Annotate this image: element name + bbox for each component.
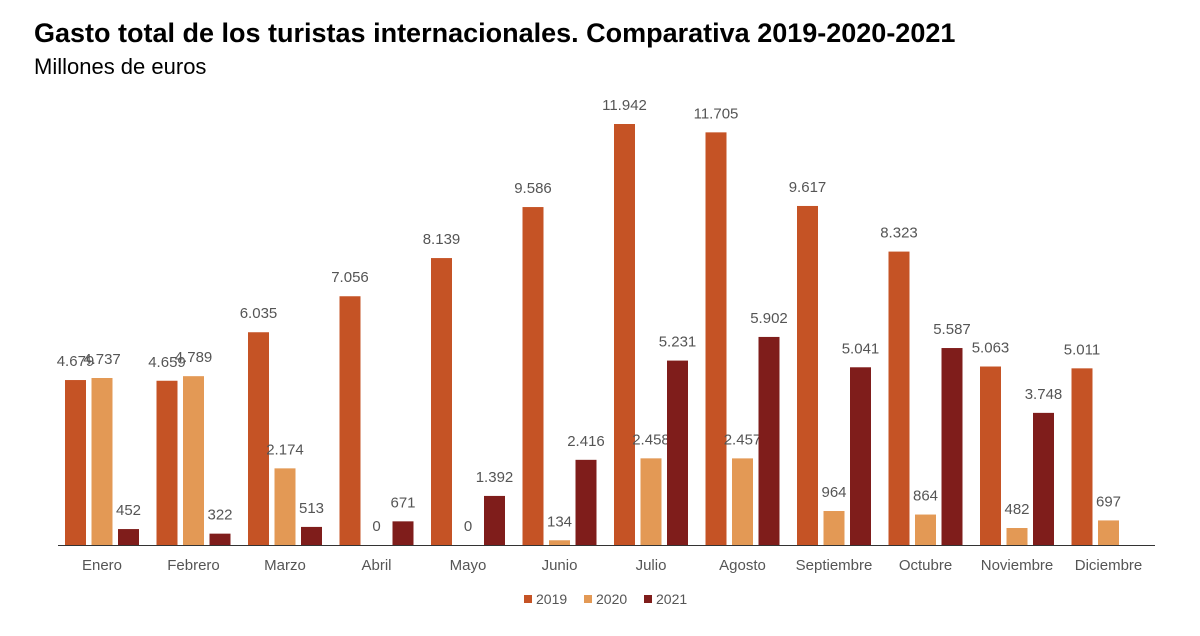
bar-2020-junio	[549, 540, 570, 545]
bar-2021-julio	[667, 360, 688, 545]
data-label: 964	[821, 484, 846, 501]
data-label: 697	[1096, 493, 1121, 510]
data-label: 3.748	[1025, 386, 1063, 403]
data-label: 322	[207, 507, 232, 524]
data-label: 2.174	[266, 441, 304, 458]
bar-2021-junio	[575, 459, 597, 545]
data-label: 5.231	[659, 334, 697, 351]
data-label: 452	[116, 502, 141, 519]
legend-label-2019: 2019	[536, 591, 567, 607]
data-label: 9.617	[789, 179, 827, 196]
bar-2020-febrero	[183, 376, 204, 545]
data-label: 5.063	[972, 340, 1010, 357]
legend-label-2021: 2021	[656, 591, 687, 607]
chart-subtitle: Millones de euros	[34, 54, 207, 79]
bar-2021-agosto	[758, 336, 780, 545]
data-label: 11.705	[694, 105, 739, 122]
data-label: 7.056	[331, 269, 369, 286]
data-label: 2.416	[567, 433, 605, 450]
bar-2021-febrero	[209, 533, 231, 545]
data-label: 4.737	[83, 351, 121, 368]
legend-label-2020: 2020	[596, 591, 627, 607]
data-label: 482	[1004, 501, 1029, 518]
x-tick-label: Junio	[542, 557, 578, 574]
legend-swatch-2021	[644, 595, 652, 603]
bar-2021-marzo	[301, 526, 322, 545]
data-label: 9.586	[514, 180, 552, 197]
x-tick-label: Abril	[361, 557, 391, 574]
x-tick-label: Julio	[636, 557, 667, 574]
data-label: 11.942	[602, 97, 647, 114]
x-tick-label: Marzo	[264, 557, 306, 574]
bar-2019-mayo	[431, 258, 452, 545]
bar-2019-julio	[614, 124, 635, 545]
data-label: 4.789	[175, 349, 213, 366]
x-tick-label: Diciembre	[1075, 557, 1143, 574]
data-label: 8.139	[423, 231, 461, 248]
data-label: 5.587	[933, 321, 971, 338]
bar-2019-noviembre	[980, 366, 1001, 545]
data-label: 671	[390, 494, 415, 511]
bar-2019-marzo	[248, 332, 269, 545]
data-label: 5.902	[750, 310, 788, 327]
bar-2021-noviembre	[1033, 412, 1054, 545]
bar-2020-marzo	[274, 468, 296, 545]
data-label: 4.679	[57, 353, 95, 370]
bar-2021-abril	[392, 521, 414, 545]
x-tick-label: Octubre	[899, 557, 952, 574]
data-label: 2.457	[724, 431, 762, 448]
bar-2019-abril	[339, 296, 361, 545]
bar-2019-diciembre	[1071, 368, 1093, 545]
data-label: 5.041	[842, 340, 880, 357]
bar-2019-junio	[522, 207, 544, 545]
x-tick-label: Febrero	[167, 557, 220, 574]
bar-2020-octubre	[915, 514, 936, 545]
bar-2019-octubre	[888, 251, 910, 545]
data-label: 2.458	[632, 431, 670, 448]
data-label: 6.035	[240, 305, 278, 322]
data-label: 1.392	[476, 469, 514, 486]
x-tick-label: Enero	[82, 557, 122, 574]
data-label: 513	[299, 500, 324, 517]
data-label: 0	[372, 518, 380, 535]
bar-2020-noviembre	[1006, 528, 1028, 545]
x-tick-label: Mayo	[450, 557, 487, 574]
x-tick-label: Agosto	[719, 557, 766, 574]
bar-2021-enero	[118, 529, 139, 545]
x-tick-label: Septiembre	[796, 557, 873, 574]
bar-2019-febrero	[156, 380, 178, 545]
bar-2021-octubre	[941, 348, 963, 545]
bar-2019-enero	[65, 380, 86, 545]
bar-2019-agosto	[705, 132, 727, 545]
bar-2020-septiembre	[823, 511, 845, 545]
bar-2020-agosto	[732, 458, 753, 545]
data-label: 134	[547, 513, 572, 530]
bar-2020-diciembre	[1098, 520, 1119, 545]
bar-2019-septiembre	[797, 205, 818, 546]
data-label: 5.011	[1064, 341, 1100, 358]
bar-2020-julio	[640, 458, 662, 545]
bar-2021-septiembre	[850, 367, 871, 545]
x-tick-label: Noviembre	[981, 557, 1054, 574]
data-label: 864	[913, 488, 938, 505]
data-label: 8.323	[880, 225, 918, 242]
legend-swatch-2020	[584, 595, 592, 603]
legend-swatch-2019	[524, 595, 532, 603]
data-label: 0	[464, 518, 472, 535]
bar-2020-enero	[91, 378, 113, 545]
data-label: 4.659	[148, 354, 186, 371]
chart-title: Gasto total de los turistas internaciona…	[34, 18, 956, 48]
bar-2021-mayo	[484, 495, 505, 545]
